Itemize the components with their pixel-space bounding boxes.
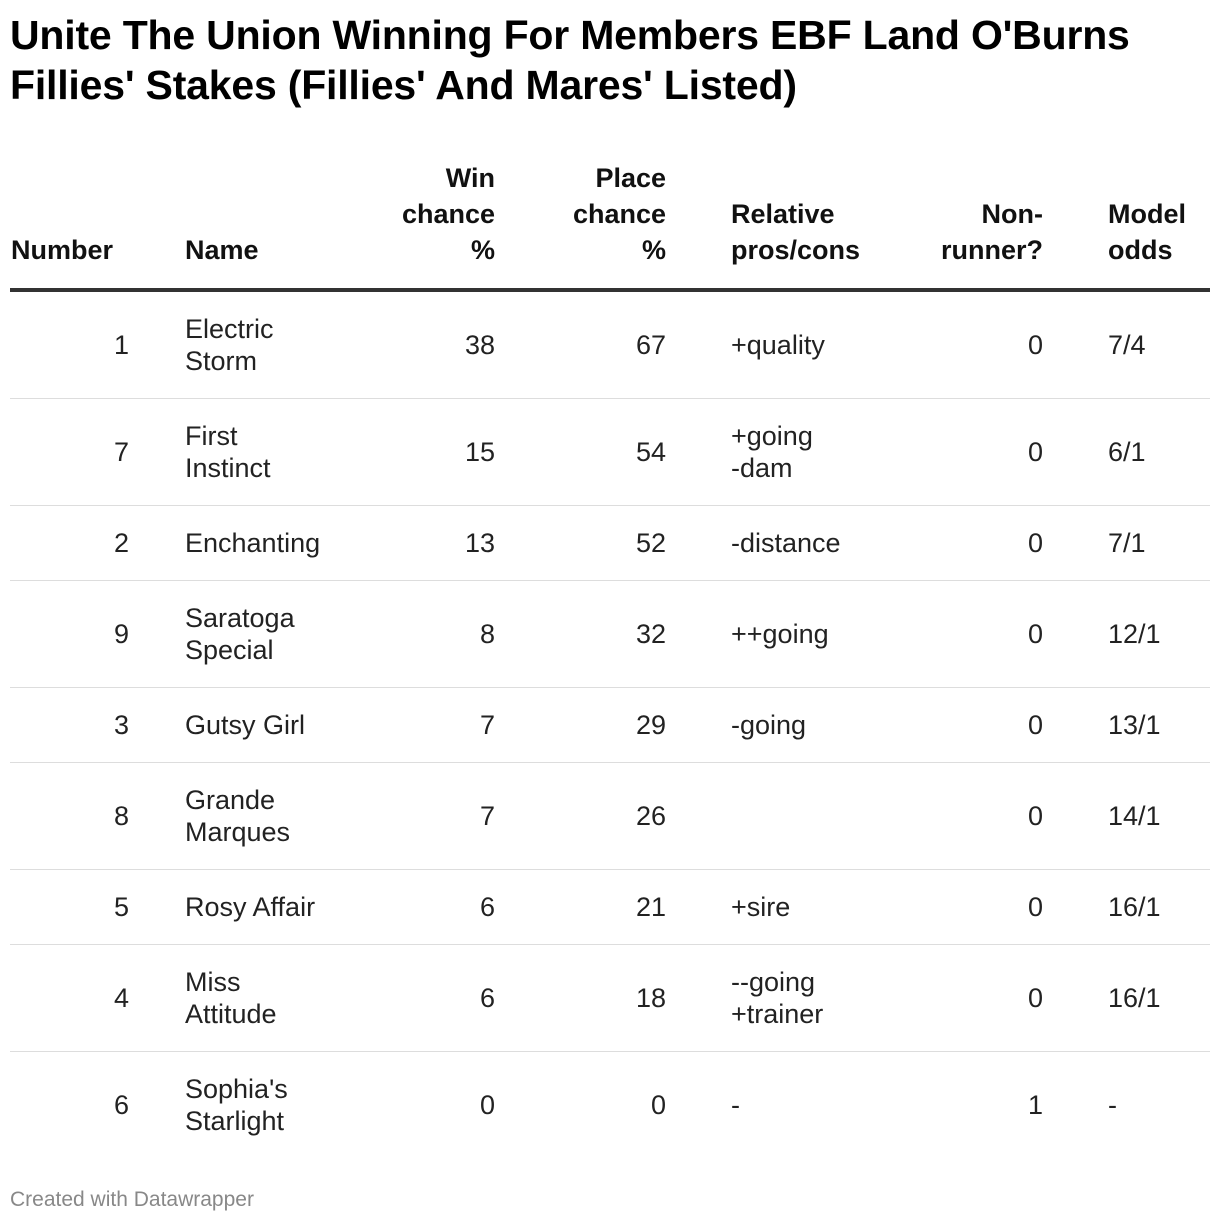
- cell-pros-cons: +sire: [676, 869, 888, 945]
- table-row: 5 Rosy Affair 6 21 +sire 0 16/1: [10, 869, 1210, 945]
- cell-model-odds: 12/1: [1053, 580, 1210, 688]
- header-number: Number: [10, 160, 175, 292]
- table-body: 1 Electric Storm 38 67 +quality 0 7/4 7 First In…: [10, 290, 1210, 1158]
- cell-pros-cons: +going -dam: [676, 398, 888, 506]
- cell-number: 4: [10, 944, 175, 1052]
- table-title: Unite The Union Winning For Members EBF …: [10, 12, 1130, 108]
- cell-place-chance: 26: [505, 762, 676, 870]
- table-row: 7 First Instinct 15 54 +going -dam 0 6/1: [10, 398, 1210, 506]
- header-win-chance: Win chance %: [365, 160, 505, 292]
- cell-non-runner: 0: [888, 687, 1053, 763]
- cell-win-chance: 15: [365, 398, 505, 506]
- table-row: 2 Enchanting 13 52 -distance 0 7/1: [10, 505, 1210, 581]
- cell-pros-cons: --going +trainer: [676, 944, 888, 1052]
- cell-pros-cons: -: [731, 1090, 740, 1120]
- cell-pros-cons: ++going: [676, 580, 888, 688]
- cell-name: Miss Attitude: [175, 944, 365, 1052]
- cell-number: 1: [10, 290, 175, 399]
- cell-win-chance: 0: [479, 1090, 495, 1120]
- cell-name: Electric Storm: [175, 290, 365, 399]
- header-row: Number Name Win chance % Place chance % …: [10, 160, 1210, 292]
- cell-win-chance: 13: [365, 505, 505, 581]
- table-row: 9 Saratoga Special 8 32 ++going 0 12/1: [10, 580, 1210, 688]
- cell-non-runner: 0: [888, 505, 1053, 581]
- cell-number: 3: [10, 687, 175, 763]
- cell-name: Enchanting: [175, 505, 365, 581]
- cell-non-runner: 0: [888, 869, 1053, 945]
- cell-name: Sophia's Starlight: [185, 1074, 288, 1136]
- cell-pros-cons: -distance: [676, 505, 888, 581]
- cell-place-chance: 21: [505, 869, 676, 945]
- cell-place-chance: 52: [505, 505, 676, 581]
- cell-win-chance: 38: [365, 290, 505, 399]
- cell-number: 8: [10, 762, 175, 870]
- cell-model-odds: 7/1: [1053, 505, 1210, 581]
- cell-number: 9: [10, 580, 175, 688]
- cell-model-odds: 6/1: [1053, 398, 1210, 506]
- table-row: 4 Miss Attitude 6 18 --going +trainer 0 16/1: [10, 944, 1210, 1052]
- cell-number: 5: [10, 869, 175, 945]
- cell-place-chance: 67: [505, 290, 676, 399]
- table-row: 1 Electric Storm 38 67 +quality 0 7/4: [10, 290, 1210, 399]
- header-place-chance: Place chance %: [505, 160, 676, 292]
- cell-non-runner: 0: [888, 290, 1053, 399]
- cell-win-chance: 7: [365, 762, 505, 870]
- cell-win-chance: 6: [365, 944, 505, 1052]
- table-header: Number Name Win chance % Place chance % …: [10, 160, 1210, 292]
- cell-place-chance: 32: [505, 580, 676, 688]
- header-non-runner: Non- runner?: [888, 160, 1053, 292]
- cell-model-odds: -: [1108, 1090, 1117, 1120]
- cell-number: 2: [10, 505, 175, 581]
- cell-model-odds: 7/4: [1053, 290, 1210, 399]
- cell-number: 6: [113, 1090, 129, 1120]
- cell-name: First Instinct: [175, 398, 365, 506]
- cell-place-chance: 29: [505, 687, 676, 763]
- cell-pros-cons: -going: [676, 687, 888, 763]
- cell-name: Rosy Affair: [175, 869, 365, 945]
- cell-place-chance: 54: [505, 398, 676, 506]
- table-row: 3 Gutsy Girl 7 29 -going 0 13/1: [10, 687, 1210, 763]
- cell-non-runner: 0: [888, 944, 1053, 1052]
- cell-win-chance: 8: [365, 580, 505, 688]
- cell-pros-cons: +quality: [676, 290, 888, 399]
- table-row: 6 Sophia's Starlight 0 0 - 1 -: [10, 1052, 1210, 1159]
- datawrapper-credit: Created with Datawrapper: [10, 1188, 254, 1211]
- cell-non-runner: 1: [1027, 1090, 1043, 1120]
- cell-non-runner: 0: [888, 398, 1053, 506]
- cell-win-chance: 6: [365, 869, 505, 945]
- cell-non-runner: 0: [888, 762, 1053, 870]
- header-model-odds: Model odds: [1053, 160, 1210, 292]
- table-row: 8 Grande Marques 7 26 0 14/1: [10, 762, 1210, 870]
- cell-name: Gutsy Girl: [175, 687, 365, 763]
- cell-model-odds: 14/1: [1053, 762, 1210, 870]
- header-pros-cons: Relative pros/cons: [676, 160, 888, 292]
- cell-model-odds: 13/1: [1053, 687, 1210, 763]
- cell-number: 7: [10, 398, 175, 506]
- runners-table: Number Name Win chance % Place chance % …: [10, 160, 1210, 1158]
- cell-name: Grande Marques: [175, 762, 365, 870]
- cell-model-odds: 16/1: [1053, 869, 1210, 945]
- cell-place-chance: 0: [650, 1090, 666, 1120]
- cell-win-chance: 7: [365, 687, 505, 763]
- cell-name: Saratoga Special: [175, 580, 365, 688]
- cell-non-runner: 0: [888, 580, 1053, 688]
- header-name: Name: [175, 160, 365, 292]
- cell-model-odds: 16/1: [1053, 944, 1210, 1052]
- cell-pros-cons: [676, 762, 888, 870]
- cell-place-chance: 18: [505, 944, 676, 1052]
